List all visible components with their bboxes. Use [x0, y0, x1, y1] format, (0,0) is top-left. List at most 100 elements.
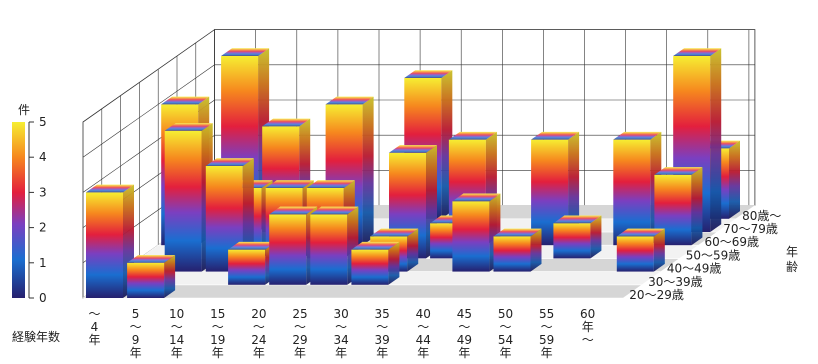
bar-side — [407, 228, 419, 272]
y-unit-label: 件 — [18, 103, 30, 117]
bar-side — [653, 228, 665, 272]
bar-top — [221, 48, 270, 56]
bar-top-shine — [673, 48, 722, 56]
bar-top — [404, 70, 453, 78]
bar-top-shine — [531, 131, 580, 140]
bar-front — [452, 201, 490, 272]
bar-top-shine — [205, 158, 254, 166]
bar — [553, 215, 602, 259]
color-scale — [12, 122, 25, 298]
z-axis-title: 年齢 — [786, 245, 798, 274]
bar-top-shine — [493, 228, 542, 237]
y-tick-label: 2 — [39, 221, 47, 235]
grid-line — [82, 64, 215, 158]
bar-front — [127, 262, 165, 298]
bar-front — [310, 214, 348, 285]
y-tick-label: 3 — [39, 185, 47, 199]
bar-top — [616, 228, 665, 237]
bar-top-shine — [262, 118, 311, 127]
bar-side-shade — [362, 96, 374, 246]
bar-top-shine — [228, 241, 277, 250]
bar-front — [351, 249, 389, 285]
bar-top — [613, 131, 662, 140]
z-tick-label: 70〜79歳 — [723, 222, 778, 236]
bar — [164, 123, 213, 272]
bar-top-shine — [127, 255, 176, 263]
bar-front — [164, 130, 202, 272]
z-tick-label: 60〜69歳 — [705, 235, 760, 249]
bar-top — [325, 96, 374, 105]
bar-top-shine — [452, 193, 501, 202]
bar — [351, 241, 400, 285]
bar-front — [616, 236, 654, 272]
x-axis-title: 経験年数 — [12, 329, 60, 344]
bar-top — [262, 118, 311, 127]
bars-layer — [86, 48, 740, 298]
bar-front — [613, 139, 651, 246]
bar-side — [710, 48, 722, 232]
bar-top — [452, 193, 501, 202]
x-tick-label: 35 〜 39 年 — [375, 307, 390, 360]
bar-side — [164, 255, 176, 298]
bar-top-shine — [389, 145, 437, 153]
bar-front — [553, 223, 591, 259]
bar-top — [269, 206, 318, 215]
bar-top-shine — [404, 70, 453, 78]
bar-top — [531, 131, 580, 140]
x-tick-label: 50 〜 54 年 — [498, 307, 513, 360]
bar — [269, 206, 318, 285]
bar-side — [729, 140, 740, 219]
bar-top-shine — [654, 167, 703, 175]
bar-top-shine — [448, 131, 497, 140]
y-tick-label: 5 — [39, 115, 47, 129]
z-tick-label: 40〜49歳 — [667, 262, 722, 276]
y-tick-label: 4 — [39, 150, 47, 164]
bar-top-shine — [269, 206, 318, 215]
x-tick-label: 5 〜 9 年 — [130, 307, 142, 360]
bar — [493, 228, 542, 272]
bar-side-shade — [407, 228, 419, 272]
bar-side — [530, 228, 542, 272]
bar-side-shade — [164, 255, 176, 298]
bar-top-shine — [306, 180, 355, 188]
x-tick-label: 45 〜 49 年 — [457, 307, 472, 360]
bar-side-shade — [691, 167, 703, 246]
bar-side-shade — [388, 241, 400, 285]
bar — [452, 193, 501, 272]
bar-top-shine — [616, 228, 665, 237]
x-tick-label: 25 〜 29 年 — [292, 307, 307, 360]
bar — [613, 131, 662, 246]
x-tick-label: 55 〜 59 年 — [539, 307, 554, 360]
bar-side — [362, 96, 374, 246]
y-tick-label: 1 — [39, 256, 47, 270]
bar-top — [351, 241, 400, 250]
bar-top — [673, 48, 722, 56]
bar — [86, 184, 134, 298]
bar-top — [306, 180, 355, 188]
bar-top — [161, 96, 210, 105]
bar-front — [228, 249, 266, 285]
x-tick-label: 60 年〜 — [580, 307, 595, 347]
bar-top-shine — [325, 96, 374, 105]
bar — [228, 241, 277, 285]
bar-top — [86, 184, 134, 193]
bar-top — [493, 228, 542, 237]
bar-top-shine — [164, 123, 213, 131]
bar-side-shade — [590, 215, 602, 259]
bar-top-shine — [161, 96, 210, 105]
labels-layer: 0 1 2 3 4 5件〜 4 年 5 〜 9 年 10 〜 14 年 15 〜 19 年 20 〜 24 年 25 〜 29 年 30… — [12, 103, 798, 360]
bar-top-shine — [265, 180, 314, 188]
bar-front — [493, 236, 531, 272]
bar-top-shine — [613, 131, 662, 140]
bar-side — [691, 167, 703, 246]
x-tick-label: 40 〜 44 年 — [416, 307, 431, 360]
x-tick-label: 20 〜 24 年 — [251, 307, 266, 360]
bar-top — [370, 228, 419, 237]
bar-top-shine — [310, 206, 359, 215]
bar-top-shine — [553, 215, 602, 224]
bar-top — [127, 255, 176, 263]
z-tick-label: 80歳〜 — [742, 209, 781, 223]
bar-side-shade — [530, 228, 542, 272]
